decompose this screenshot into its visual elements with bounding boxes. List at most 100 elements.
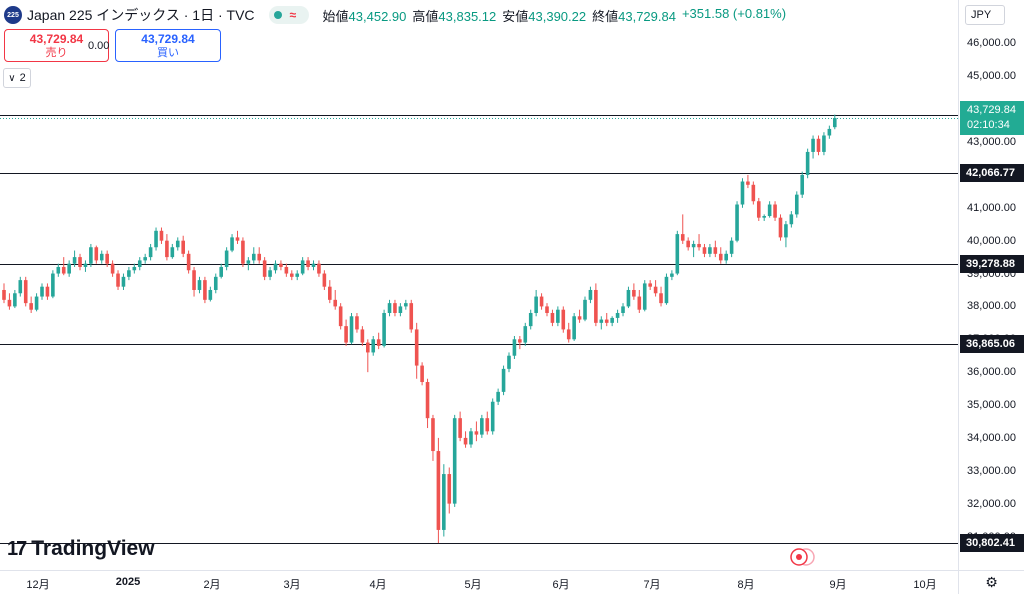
candle[interactable] — [664, 273, 669, 305]
candle[interactable] — [89, 243, 93, 267]
candle[interactable] — [507, 352, 511, 373]
candle[interactable] — [387, 299, 392, 317]
candle[interactable] — [203, 276, 207, 304]
candle[interactable] — [577, 309, 582, 323]
candle[interactable] — [518, 335, 522, 350]
candle[interactable] — [181, 235, 185, 258]
candle[interactable] — [306, 257, 310, 271]
candle[interactable] — [213, 273, 218, 294]
candle[interactable] — [208, 286, 213, 302]
candle[interactable] — [588, 286, 593, 304]
chart-settings-button[interactable]: ⚙ — [958, 570, 1024, 594]
candle[interactable] — [697, 234, 701, 251]
candle[interactable] — [691, 240, 696, 258]
candle[interactable] — [523, 322, 528, 346]
candle[interactable] — [273, 260, 278, 274]
candle[interactable] — [729, 237, 734, 258]
candle[interactable] — [393, 299, 397, 317]
candle[interactable] — [132, 263, 137, 274]
candle[interactable] — [300, 257, 305, 276]
candle[interactable] — [192, 266, 196, 297]
candle[interactable] — [561, 306, 566, 333]
candle[interactable] — [284, 263, 289, 277]
candle[interactable] — [175, 237, 180, 251]
price-axis[interactable]: JPY 46,000.0045,000.0044,000.0043,000.00… — [958, 0, 1024, 570]
candle[interactable] — [512, 335, 517, 360]
candle[interactable] — [583, 296, 587, 322]
candle[interactable] — [490, 398, 495, 435]
candle[interactable] — [34, 293, 39, 312]
candle[interactable] — [224, 247, 229, 271]
candle[interactable] — [382, 309, 386, 348]
symbol-logo-icon[interactable]: 225 — [4, 6, 22, 24]
candle[interactable] — [279, 260, 283, 271]
candle[interactable] — [735, 201, 739, 243]
live-indicator-icon[interactable] — [786, 547, 816, 567]
candle[interactable] — [376, 332, 381, 350]
candle[interactable] — [621, 303, 625, 317]
candle[interactable] — [713, 240, 718, 258]
candle[interactable] — [805, 148, 810, 179]
candle[interactable] — [442, 464, 446, 537]
candle[interactable] — [262, 257, 267, 281]
candle[interactable] — [154, 227, 158, 251]
candle[interactable] — [528, 309, 533, 330]
candle[interactable] — [94, 245, 99, 264]
candle[interactable] — [496, 388, 500, 406]
candle[interactable] — [333, 289, 338, 310]
candle[interactable] — [72, 250, 77, 267]
candle[interactable] — [469, 428, 473, 448]
candle[interactable] — [686, 237, 690, 251]
candle[interactable] — [355, 312, 359, 333]
candle[interactable] — [197, 276, 202, 294]
candle[interactable] — [778, 214, 783, 241]
candle[interactable] — [99, 250, 104, 264]
candle[interactable] — [767, 201, 772, 218]
candle[interactable] — [539, 293, 544, 310]
candle[interactable] — [230, 234, 234, 253]
candle[interactable] — [409, 299, 414, 333]
candle[interactable] — [289, 270, 294, 281]
candle[interactable] — [425, 378, 430, 429]
candle[interactable] — [675, 230, 680, 276]
candle[interactable] — [447, 467, 452, 514]
candle[interactable] — [794, 191, 799, 218]
candle[interactable] — [29, 296, 33, 313]
candle[interactable] — [328, 280, 332, 304]
candle[interactable] — [572, 312, 576, 341]
candle[interactable] — [360, 326, 365, 346]
candle[interactable] — [632, 283, 636, 300]
candle[interactable] — [186, 250, 191, 274]
candle[interactable] — [594, 283, 598, 327]
candle[interactable] — [246, 257, 251, 271]
candle[interactable] — [414, 322, 419, 379]
candle[interactable] — [463, 431, 468, 448]
candle[interactable] — [78, 253, 82, 271]
candle[interactable] — [137, 257, 142, 271]
candle[interactable] — [534, 289, 538, 317]
candle[interactable] — [23, 276, 28, 307]
candle[interactable] — [480, 414, 484, 438]
candle[interactable] — [599, 316, 604, 330]
candle[interactable] — [295, 270, 300, 281]
candle[interactable] — [659, 286, 663, 307]
candle[interactable] — [13, 289, 17, 309]
candle[interactable] — [724, 250, 728, 264]
candle[interactable] — [653, 280, 658, 297]
candle[interactable] — [121, 273, 126, 290]
candle[interactable] — [110, 260, 115, 277]
candlestick-chart[interactable] — [0, 0, 958, 570]
indicators-toggle-button[interactable]: ∨ 2 — [3, 68, 31, 88]
candle[interactable] — [127, 266, 131, 281]
symbol-title[interactable]: Japan 225 インデックス · 1日 · TVC — [27, 7, 255, 23]
candle[interactable] — [40, 283, 44, 300]
candle[interactable] — [268, 266, 272, 281]
candle[interactable] — [322, 270, 327, 290]
candle[interactable] — [756, 197, 761, 221]
candle[interactable] — [642, 280, 647, 312]
candle[interactable] — [610, 316, 614, 327]
candle[interactable] — [816, 135, 821, 156]
candle[interactable] — [83, 260, 88, 272]
candle[interactable] — [18, 276, 23, 297]
candle[interactable] — [751, 181, 756, 205]
